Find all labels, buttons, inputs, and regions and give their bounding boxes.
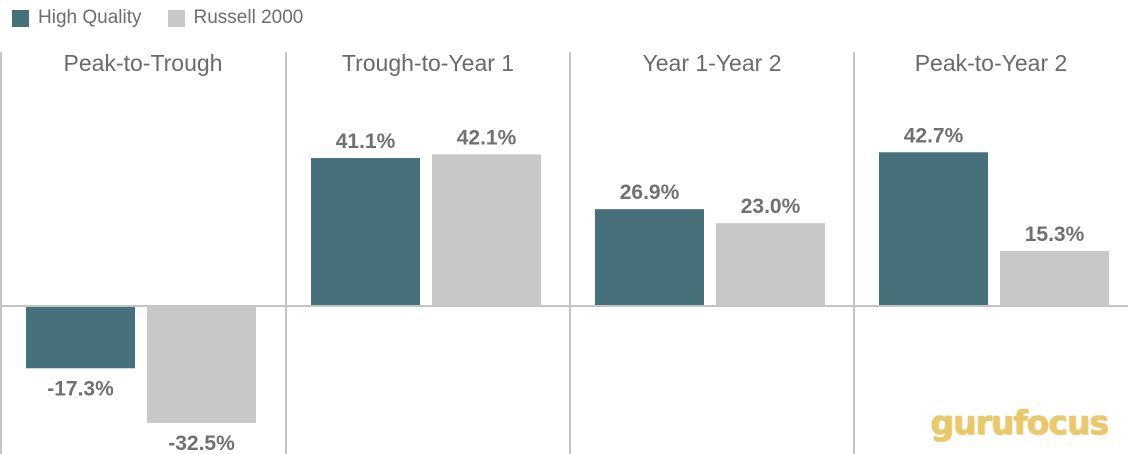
bar-high-quality-trough-to-year-1: [311, 158, 420, 306]
panel-title-peak-to-trough: Peak-to-Trough: [63, 50, 223, 76]
data-label-high-quality-year-1-year-2: 26.9%: [620, 181, 680, 204]
data-label-high-quality-peak-to-year-2: 42.7%: [904, 124, 964, 147]
data-label-russell-2000-year-1-year-2: 23.0%: [741, 195, 801, 218]
panel-title-year-1-year-2: Year 1-Year 2: [642, 50, 782, 76]
bar-russell-2000-year-1-year-2: [716, 223, 825, 306]
data-label-russell-2000-peak-to-year-2: 15.3%: [1025, 223, 1085, 246]
legend-label-high-quality: High Quality: [38, 7, 142, 28]
panel-title-peak-to-year-2: Peak-to-Year 2: [914, 50, 1068, 76]
bar-russell-2000-trough-to-year-1: [432, 154, 541, 306]
panel-title-trough-to-year-1: Trough-to-Year 1: [341, 50, 515, 76]
legend: High Quality Russell 2000: [12, 7, 329, 29]
legend-swatch-high-quality: [12, 9, 29, 27]
legend-item-high-quality: High Quality: [12, 7, 142, 29]
gurufocus-logo: gurufocus: [930, 403, 1109, 442]
bar-high-quality-year-1-year-2: [595, 209, 704, 306]
bar-russell-2000-peak-to-year-2: [1000, 250, 1109, 306]
legend-label-russell-2000: Russell 2000: [193, 7, 304, 28]
legend-swatch-russell-2000: [167, 9, 185, 27]
bar-high-quality-peak-to-trough: [26, 306, 135, 369]
bar-high-quality-peak-to-year-2: [879, 152, 988, 306]
data-label-russell-2000-peak-to-trough: -32.5%: [168, 432, 235, 454]
data-label-russell-2000-trough-to-year-1: 42.1%: [457, 126, 517, 149]
data-label-high-quality-peak-to-trough: -17.3%: [47, 377, 114, 400]
legend-item-russell-2000: Russell 2000: [167, 7, 304, 29]
data-label-high-quality-trough-to-year-1: 41.1%: [336, 130, 396, 153]
bar-russell-2000-peak-to-trough: [147, 306, 256, 423]
